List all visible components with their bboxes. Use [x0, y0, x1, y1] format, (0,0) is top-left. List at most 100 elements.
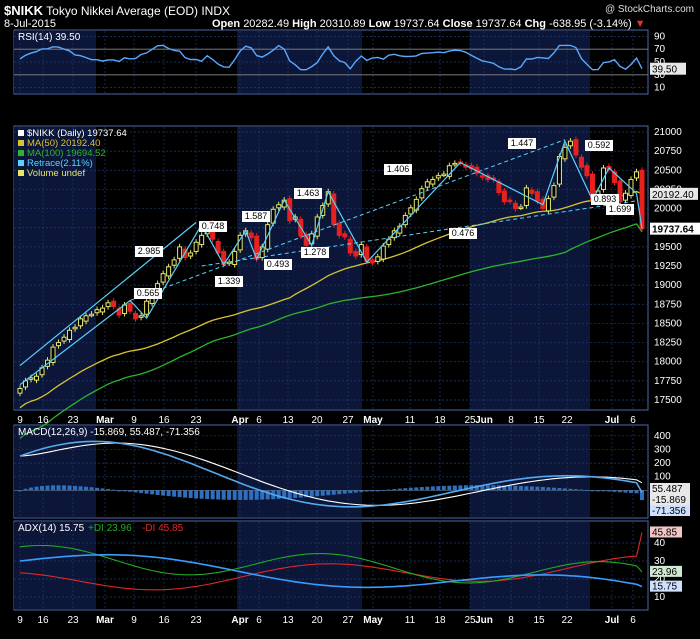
- price-legend-swatch: [18, 140, 24, 146]
- retrace-label: 1.699: [609, 204, 632, 214]
- macd-hist-bar: [331, 490, 336, 495]
- chg-value: -638.95 (-3.14%): [549, 18, 632, 30]
- trend-channel-top: [129, 139, 566, 301]
- macd-hist-bar: [337, 490, 342, 495]
- candle-body: [633, 171, 639, 179]
- candle-body: [518, 206, 524, 210]
- x-axis-label-price: 16: [37, 415, 49, 426]
- macd-hist-bar: [397, 488, 402, 491]
- macd-hist-bar: [238, 490, 243, 500]
- macd-hist-bar: [573, 489, 578, 491]
- x-axis-label-adx: 25: [464, 615, 476, 626]
- macd-hist-bar: [551, 487, 556, 491]
- ma50-line: [19, 190, 643, 409]
- price-axis-label: 19000: [654, 280, 682, 291]
- macd-hist-bar: [628, 490, 633, 493]
- price-legend-item: Volume undef: [27, 168, 85, 179]
- macd-hist-bar: [155, 490, 160, 495]
- macd-hist-bar: [419, 487, 424, 491]
- candle-body: [479, 175, 485, 178]
- x-axis-label-adx: 13: [282, 615, 294, 626]
- candle-body: [512, 202, 518, 210]
- x-axis-label-adx: Jun: [475, 615, 493, 626]
- candle-body: [353, 250, 359, 257]
- macd-last-box: [650, 494, 690, 505]
- x-axis-label-adx: 23: [190, 615, 202, 626]
- macd-line: [19, 440, 643, 508]
- macd-hist-bar: [56, 485, 61, 491]
- adx-legend: ADX(14) 15.75: [18, 523, 85, 534]
- macd-hist-bar: [276, 490, 281, 499]
- retrace-label-box: [384, 164, 412, 175]
- macd-hist-bar: [601, 490, 606, 492]
- ohlc-summary: Open 20282.49 High 20310.89 Low 19737.64…: [212, 18, 646, 30]
- x-axis-label-price: 6: [256, 415, 262, 426]
- candle-body: [72, 326, 78, 330]
- macd-hist-bar: [364, 490, 369, 492]
- macd-hist-bar: [172, 490, 177, 497]
- macd-hist-bar: [29, 487, 34, 491]
- macd-hist-bar: [584, 489, 589, 491]
- copyright: @ StockCharts.com: [604, 4, 694, 15]
- retrace-label: 0.748: [202, 221, 225, 231]
- price-legend-swatch: [18, 160, 24, 166]
- macd-hist-bar: [144, 490, 149, 494]
- macd-hist-bar: [540, 487, 545, 491]
- adx-last-box: [650, 526, 682, 538]
- candle-body: [276, 204, 282, 209]
- adx-axis-label: 10: [654, 592, 666, 603]
- panel-shade: [237, 127, 362, 409]
- candle-body: [611, 171, 617, 184]
- macd-hist-bar: [370, 490, 375, 492]
- macd-hist-bar: [232, 490, 237, 500]
- macd-hist-bar: [348, 490, 353, 494]
- candle-body: [188, 252, 194, 257]
- macd-hist-bar: [62, 485, 67, 491]
- candle-body: [507, 199, 513, 203]
- macd-hist-bar: [133, 490, 138, 493]
- macd-hist-bar: [513, 485, 518, 491]
- x-axis-label-adx: Jul: [605, 615, 620, 626]
- candle-body: [435, 175, 441, 179]
- rsi-axis-label: 70: [654, 44, 666, 55]
- macd-hist-bar: [117, 490, 122, 492]
- macd-hist-bar: [194, 490, 199, 499]
- retrace-label: 1.278: [304, 247, 327, 257]
- trend-channel-bottom: [201, 200, 637, 267]
- candle-body: [127, 303, 133, 312]
- candle-body: [144, 300, 150, 315]
- adx-last-box: [650, 580, 682, 592]
- macd-hist-bar: [40, 485, 45, 491]
- chart-header: $NIKK Tokyo Nikkei Average (EOD) INDX 8-…: [0, 0, 700, 32]
- retrace-label: 0.493: [267, 259, 290, 269]
- macd-hist-bar: [320, 490, 325, 496]
- macd-hist-bar: [249, 490, 254, 500]
- macd-hist-bar: [287, 490, 292, 499]
- macd-hist-bar: [612, 490, 617, 492]
- candle-body: [138, 315, 144, 318]
- macd-hist-bar: [634, 490, 639, 494]
- candle-body: [61, 336, 67, 342]
- candle-body: [34, 375, 40, 381]
- macd-hist-bar: [95, 487, 100, 491]
- x-axis-label-price: Jul: [605, 415, 620, 426]
- x-axis-label-adx: 22: [561, 615, 573, 626]
- close-last-label: 19737.64: [652, 225, 694, 236]
- macd-hist-bar: [590, 490, 595, 492]
- mdi-legend: -DI 45.85: [142, 523, 184, 534]
- candle-body: [177, 246, 183, 259]
- high-label: High: [292, 18, 317, 30]
- macd-hist-bar: [529, 486, 534, 491]
- pdi-legend: +DI 23.96: [88, 523, 132, 534]
- candle-body: [424, 181, 430, 188]
- x-axis-label-price: 23: [67, 415, 79, 426]
- low-label: Low: [368, 18, 391, 30]
- macd-hist-bar: [260, 490, 265, 500]
- open-label: Open: [212, 18, 241, 30]
- rsi-line: [19, 44, 643, 71]
- macd-hist-bar: [73, 485, 78, 491]
- candle-body: [56, 342, 62, 347]
- retrace-label-box: [585, 140, 613, 151]
- retrace-label: 0.476: [452, 228, 475, 238]
- candle-body: [160, 273, 166, 283]
